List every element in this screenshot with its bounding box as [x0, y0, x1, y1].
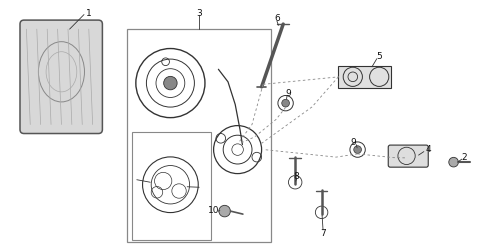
Circle shape	[282, 100, 289, 108]
Bar	[127, 30, 271, 242]
Bar	[338, 66, 391, 89]
Text: 7: 7	[320, 228, 326, 237]
Circle shape	[449, 158, 458, 167]
Text: 10: 10	[208, 205, 219, 214]
FancyBboxPatch shape	[388, 146, 428, 168]
Text: 1: 1	[86, 8, 92, 18]
Text: 4: 4	[426, 144, 432, 153]
Text: 9: 9	[350, 138, 356, 146]
Text: 9: 9	[285, 88, 291, 98]
Circle shape	[164, 77, 177, 90]
Text: 8: 8	[294, 172, 300, 181]
Text: 5: 5	[376, 52, 382, 61]
Circle shape	[354, 146, 361, 154]
FancyBboxPatch shape	[20, 21, 102, 134]
Text: 6: 6	[274, 14, 280, 23]
Text: 2: 2	[462, 152, 468, 162]
Text: 3: 3	[196, 9, 202, 18]
Bar	[132, 132, 211, 240]
Circle shape	[219, 206, 230, 217]
